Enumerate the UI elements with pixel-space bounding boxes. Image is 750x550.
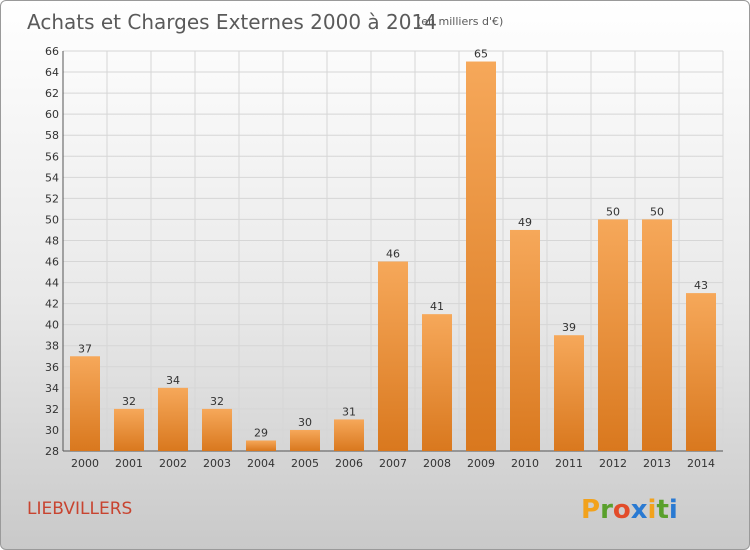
logo-letter: r: [600, 495, 613, 525]
data-label-2013: 50: [650, 205, 664, 218]
y-tick-label: 62: [45, 87, 59, 100]
x-tick-label: 2000: [71, 457, 99, 470]
proxiti-logo: Proxiti: [581, 495, 678, 525]
grid-lines: [62, 50, 724, 452]
bar-2013: [642, 219, 672, 451]
x-tick-label: 2004: [247, 457, 275, 470]
y-tick-label: 58: [45, 129, 59, 142]
data-label-2000: 37: [78, 342, 92, 355]
bar-2014: [686, 293, 716, 451]
y-tick-label: 32: [45, 403, 59, 416]
bar-2003: [202, 408, 232, 451]
y-tick-label: 34: [45, 382, 59, 395]
y-tick-label: 48: [45, 234, 59, 247]
bar-2004: [246, 440, 276, 451]
bar-2002: [158, 387, 188, 451]
y-tick-label: 44: [45, 277, 59, 290]
logo-letter: x: [631, 495, 648, 525]
logo-letter: o: [613, 495, 631, 525]
bar-2010: [510, 229, 540, 451]
bar-2007: [378, 261, 408, 451]
bar-2009: [466, 61, 496, 452]
bar-2011: [554, 335, 584, 451]
x-tick-label: 2006: [335, 457, 363, 470]
y-tick-label: 52: [45, 192, 59, 205]
x-tick-label: 2012: [599, 457, 627, 470]
data-label-2001: 32: [122, 395, 136, 408]
y-tick-label: 28: [45, 445, 59, 458]
bar-2006: [334, 419, 364, 451]
bar-2012: [598, 219, 628, 451]
bar-2005: [290, 429, 320, 451]
chart-title: Achats et Charges Externes 2000 à 2014: [27, 10, 437, 34]
y-tick-label: 60: [45, 108, 59, 121]
data-label-2010: 49: [518, 216, 532, 229]
logo-letter: P: [581, 495, 600, 525]
y-tick-label: 50: [45, 213, 59, 226]
y-tick-label: 66: [45, 45, 59, 58]
y-tick-label: 36: [45, 361, 59, 374]
place-name: LIEBVILLERS: [27, 499, 132, 519]
y-tick-label: 38: [45, 340, 59, 353]
y-tick-label: 40: [45, 319, 59, 332]
data-label-2002: 34: [166, 374, 180, 387]
y-tick-label: 56: [45, 150, 59, 163]
x-tick-label: 2010: [511, 457, 539, 470]
logo-letter: t: [656, 495, 668, 525]
y-tick-label: 30: [45, 424, 59, 437]
axes: 28 30 32 34 36 38 40 42 44 46 48 50 52 54 56 58 60 62 64 66…: [45, 45, 723, 470]
x-tick-label: 2013: [643, 457, 671, 470]
x-tick-label: 2001: [115, 457, 143, 470]
chart-subtitle: (en milliers d'€): [417, 15, 503, 28]
data-label-2011: 39: [562, 321, 576, 334]
data-label-2009: 65: [474, 48, 488, 61]
y-tick-label: 54: [45, 171, 59, 184]
bar-2008: [422, 314, 452, 451]
x-tick-label: 2003: [203, 457, 231, 470]
x-tick-label: 2011: [555, 457, 583, 470]
data-label-2006: 31: [342, 405, 356, 418]
x-tick-label: 2005: [291, 457, 319, 470]
data-labels: 37 32 34 32 29 30 31 46 41 65 49 39 50 50 43: [78, 48, 708, 440]
data-label-2003: 32: [210, 395, 224, 408]
data-label-2007: 46: [386, 248, 400, 261]
data-label-2008: 41: [430, 300, 444, 313]
data-label-2012: 50: [606, 205, 620, 218]
x-tick-label: 2008: [423, 457, 451, 470]
data-label-2005: 30: [298, 416, 312, 429]
data-label-2004: 29: [254, 426, 268, 439]
x-tick-label: 2007: [379, 457, 407, 470]
y-tick-label: 46: [45, 256, 59, 269]
y-tick-label: 42: [45, 298, 59, 311]
bar-2000: [70, 356, 100, 451]
bar-2001: [114, 408, 144, 451]
logo-letter: i: [669, 495, 678, 525]
x-tick-label: 2002: [159, 457, 187, 470]
logo-letter: i: [648, 495, 657, 525]
x-tick-label: 2009: [467, 457, 495, 470]
y-tick-label: 64: [45, 66, 59, 79]
x-tick-label: 2014: [687, 457, 715, 470]
data-label-2014: 43: [694, 279, 708, 292]
bars: [70, 61, 716, 452]
